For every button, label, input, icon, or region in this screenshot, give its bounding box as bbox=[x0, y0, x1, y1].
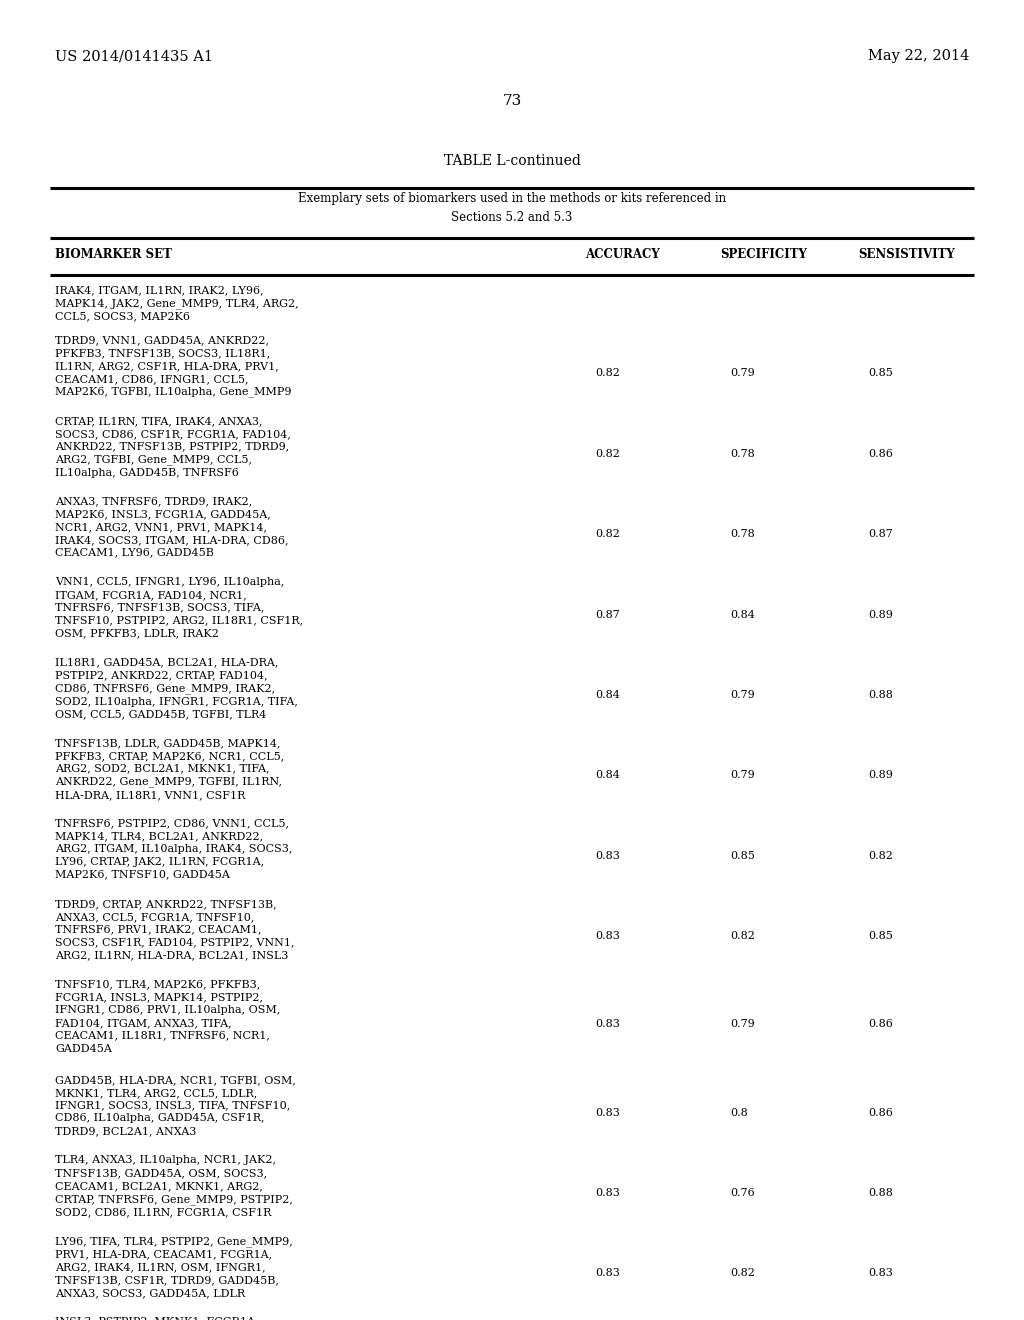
Text: ANXA3, TNFRSF6, TDRD9, IRAK2,
MAP2K6, INSL3, FCGR1A, GADD45A,
NCR1, ARG2, VNN1, : ANXA3, TNFRSF6, TDRD9, IRAK2, MAP2K6, IN… bbox=[55, 496, 289, 557]
Text: 0.88: 0.88 bbox=[868, 690, 893, 700]
Text: TDRD9, CRTAP, ANKRD22, TNFSF13B,
ANXA3, CCL5, FCGR1A, TNFSF10,
TNFRSF6, PRV1, IR: TDRD9, CRTAP, ANKRD22, TNFSF13B, ANXA3, … bbox=[55, 899, 295, 960]
Text: 0.83: 0.83 bbox=[595, 932, 620, 941]
Text: VNN1, CCL5, IFNGR1, LY96, IL10alpha,
ITGAM, FCGR1A, FAD104, NCR1,
TNFRSF6, TNFSF: VNN1, CCL5, IFNGR1, LY96, IL10alpha, ITG… bbox=[55, 577, 303, 638]
Text: 0.89: 0.89 bbox=[868, 610, 893, 619]
Text: 0.79: 0.79 bbox=[730, 368, 755, 378]
Text: 0.8: 0.8 bbox=[730, 1107, 748, 1118]
Text: GADD45B, HLA-DRA, NCR1, TGFBI, OSM,
MKNK1, TLR4, ARG2, CCL5, LDLR,
IFNGR1, SOCS3: GADD45B, HLA-DRA, NCR1, TGFBI, OSM, MKNK… bbox=[55, 1074, 296, 1137]
Text: ACCURACY: ACCURACY bbox=[585, 248, 659, 261]
Text: 0.83: 0.83 bbox=[595, 1269, 620, 1279]
Text: 0.87: 0.87 bbox=[595, 610, 620, 619]
Text: 0.88: 0.88 bbox=[868, 1188, 893, 1199]
Text: 0.89: 0.89 bbox=[868, 771, 893, 780]
Text: 0.85: 0.85 bbox=[868, 368, 893, 378]
Text: IL18R1, GADD45A, BCL2A1, HLA-DRA,
PSTPIP2, ANKRD22, CRTAP, FAD104,
CD86, TNFRSF6: IL18R1, GADD45A, BCL2A1, HLA-DRA, PSTPIP… bbox=[55, 657, 298, 719]
Text: 0.86: 0.86 bbox=[868, 1107, 893, 1118]
Text: 0.82: 0.82 bbox=[595, 529, 620, 539]
Text: TNFSF10, TLR4, MAP2K6, PFKFB3,
FCGR1A, INSL3, MAPK14, PSTPIP2,
IFNGR1, CD86, PRV: TNFSF10, TLR4, MAP2K6, PFKFB3, FCGR1A, I… bbox=[55, 979, 281, 1053]
Text: 0.84: 0.84 bbox=[595, 690, 620, 700]
Text: LY96, TIFA, TLR4, PSTPIP2, Gene_MMP9,
PRV1, HLA-DRA, CEACAM1, FCGR1A,
ARG2, IRAK: LY96, TIFA, TLR4, PSTPIP2, Gene_MMP9, PR… bbox=[55, 1236, 293, 1298]
Text: 73: 73 bbox=[503, 94, 521, 108]
Text: US 2014/0141435 A1: US 2014/0141435 A1 bbox=[55, 49, 213, 63]
Text: 0.82: 0.82 bbox=[730, 932, 755, 941]
Text: 0.83: 0.83 bbox=[595, 1188, 620, 1199]
Text: 0.79: 0.79 bbox=[730, 690, 755, 700]
Text: 0.83: 0.83 bbox=[595, 851, 620, 861]
Text: 0.85: 0.85 bbox=[730, 851, 755, 861]
Text: 0.84: 0.84 bbox=[730, 610, 755, 619]
Text: SPECIFICITY: SPECIFICITY bbox=[720, 248, 807, 261]
Text: 0.79: 0.79 bbox=[730, 771, 755, 780]
Text: 0.86: 0.86 bbox=[868, 1019, 893, 1030]
Text: 0.82: 0.82 bbox=[868, 851, 893, 861]
Text: IRAK4, ITGAM, IL1RN, IRAK2, LY96,
MAPK14, JAK2, Gene_MMP9, TLR4, ARG2,
CCL5, SOC: IRAK4, ITGAM, IL1RN, IRAK2, LY96, MAPK14… bbox=[55, 285, 299, 321]
Text: 0.82: 0.82 bbox=[730, 1269, 755, 1279]
Text: TABLE L-continued: TABLE L-continued bbox=[443, 154, 581, 168]
Text: 0.85: 0.85 bbox=[868, 932, 893, 941]
Text: 0.83: 0.83 bbox=[595, 1019, 620, 1030]
Text: TDRD9, VNN1, GADD45A, ANKRD22,
PFKFB3, TNFSF13B, SOCS3, IL18R1,
IL1RN, ARG2, CSF: TDRD9, VNN1, GADD45A, ANKRD22, PFKFB3, T… bbox=[55, 335, 292, 397]
Text: SENSISTIVITY: SENSISTIVITY bbox=[858, 248, 954, 261]
Text: BIOMARKER SET: BIOMARKER SET bbox=[55, 248, 172, 261]
Text: TNFSF13B, LDLR, GADD45B, MAPK14,
PFKFB3, CRTAP, MAP2K6, NCR1, CCL5,
ARG2, SOD2, : TNFSF13B, LDLR, GADD45B, MAPK14, PFKFB3,… bbox=[55, 738, 285, 800]
Text: INSL3, PSTPIP2, MKNK1, FCGR1A,
PFKFB3, OSM, TGFBI, MAPK14, IRAK2,
GADD45A, ANKRD: INSL3, PSTPIP2, MKNK1, FCGR1A, PFKFB3, O… bbox=[55, 1316, 294, 1320]
Text: 0.83: 0.83 bbox=[595, 1107, 620, 1118]
Text: 0.82: 0.82 bbox=[595, 449, 620, 458]
Text: 0.78: 0.78 bbox=[730, 529, 755, 539]
Text: May 22, 2014: May 22, 2014 bbox=[867, 49, 969, 63]
Text: CRTAP, IL1RN, TIFA, IRAK4, ANXA3,
SOCS3, CD86, CSF1R, FCGR1A, FAD104,
ANKRD22, T: CRTAP, IL1RN, TIFA, IRAK4, ANXA3, SOCS3,… bbox=[55, 416, 291, 478]
Text: 0.84: 0.84 bbox=[595, 771, 620, 780]
Text: 0.87: 0.87 bbox=[868, 529, 893, 539]
Text: Exemplary sets of biomarkers used in the methods or kits referenced in: Exemplary sets of biomarkers used in the… bbox=[298, 191, 726, 205]
Text: Sections 5.2 and 5.3: Sections 5.2 and 5.3 bbox=[452, 211, 572, 224]
Text: 0.78: 0.78 bbox=[730, 449, 755, 458]
Text: 0.83: 0.83 bbox=[868, 1269, 893, 1279]
Text: TNFRSF6, PSTPIP2, CD86, VNN1, CCL5,
MAPK14, TLR4, BCL2A1, ANKRD22,
ARG2, ITGAM, : TNFRSF6, PSTPIP2, CD86, VNN1, CCL5, MAPK… bbox=[55, 818, 293, 879]
Text: 0.76: 0.76 bbox=[730, 1188, 755, 1199]
Text: 0.86: 0.86 bbox=[868, 449, 893, 458]
Text: TLR4, ANXA3, IL10alpha, NCR1, JAK2,
TNFSF13B, GADD45A, OSM, SOCS3,
CEACAM1, BCL2: TLR4, ANXA3, IL10alpha, NCR1, JAK2, TNFS… bbox=[55, 1155, 293, 1217]
Text: 0.79: 0.79 bbox=[730, 1019, 755, 1030]
Text: 0.82: 0.82 bbox=[595, 368, 620, 378]
